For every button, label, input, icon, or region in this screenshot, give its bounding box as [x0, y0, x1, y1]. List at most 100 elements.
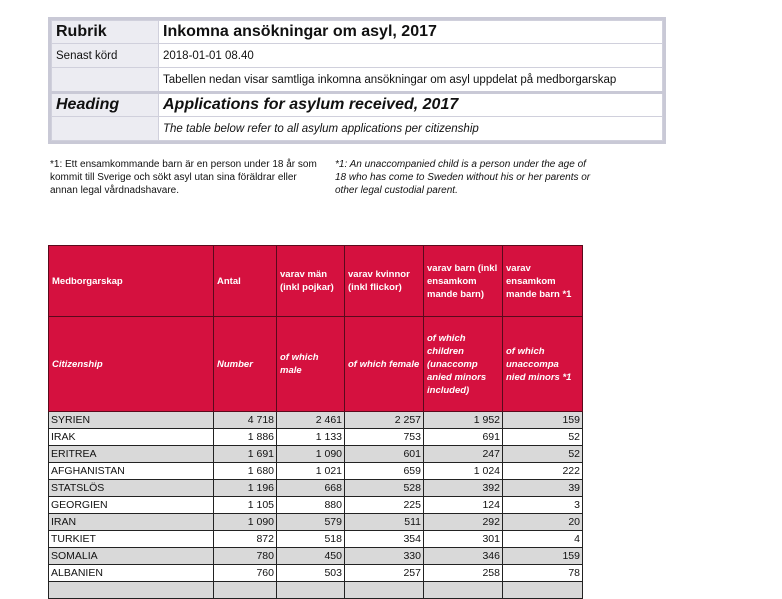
value-cell: 503 — [276, 564, 345, 582]
value-cell: 659 — [344, 462, 424, 480]
country-cell: GEORGIEN — [48, 496, 214, 514]
value-cell: 1 886 — [213, 428, 277, 446]
column-header-sv: varav män (inkl pojkar) — [276, 245, 345, 317]
country-cell: SOMALIA — [48, 547, 214, 565]
description-sv: Tabellen nedan visar samtliga inkomna an… — [158, 67, 663, 93]
empty-cell — [51, 67, 159, 93]
value-cell: 1 090 — [213, 513, 277, 531]
value-cell: 78 — [502, 564, 583, 582]
value-cell: 392 — [423, 479, 503, 497]
country-cell: TURKIET — [48, 530, 214, 548]
empty-cell — [48, 581, 214, 599]
table-row: TURKIET 872 518 354 301 4 — [48, 530, 583, 548]
country-cell: AFGHANISTAN — [48, 462, 214, 480]
value-cell: 1 196 — [213, 479, 277, 497]
table-row: IRAN 1 090 579 511 292 20 — [48, 513, 583, 531]
value-cell: 247 — [423, 445, 503, 463]
column-header-en: of which unaccompa nied minors *1 — [502, 316, 583, 412]
value-cell: 1 680 — [213, 462, 277, 480]
value-cell: 780 — [213, 547, 277, 565]
table-row: STATSLÖS 1 196 668 528 392 39 — [48, 479, 583, 497]
column-header-en: of which female — [344, 316, 424, 412]
value-cell: 4 718 — [213, 411, 277, 429]
value-cell: 3 — [502, 496, 583, 514]
value-cell: 450 — [276, 547, 345, 565]
rubrik-label: Rubrik — [51, 20, 159, 44]
value-cell: 354 — [344, 530, 424, 548]
empty-cell — [276, 581, 345, 599]
value-cell: 1 952 — [423, 411, 503, 429]
value-cell: 222 — [502, 462, 583, 480]
heading-value: Applications for asylum received, 2017 — [158, 91, 663, 117]
rubrik-value: Inkomna ansökningar om asyl, 2017 — [158, 20, 663, 44]
empty-cell — [502, 581, 583, 599]
country-cell: ERITREA — [48, 445, 214, 463]
value-cell: 257 — [344, 564, 424, 582]
value-cell: 39 — [502, 479, 583, 497]
footnote-sv: *1: Ett ensamkommande barn är en person … — [50, 159, 317, 196]
column-header-en: of which male — [276, 316, 345, 412]
value-cell: 159 — [502, 547, 583, 565]
value-cell: 760 — [213, 564, 277, 582]
country-cell: IRAK — [48, 428, 214, 446]
value-cell: 52 — [502, 445, 583, 463]
column-header-sv: Antal — [213, 245, 277, 317]
value-cell: 518 — [276, 530, 345, 548]
metadata-box: Rubrik Inkomna ansökningar om asyl, 2017 … — [48, 17, 666, 144]
column-header-en: Citizenship — [48, 316, 214, 412]
asylum-table: Medborgarskap Antal varav män (inkl pojkar… — [48, 245, 583, 599]
value-cell: 1 024 — [423, 462, 503, 480]
empty-cell — [213, 581, 277, 599]
country-cell: SYRIEN — [48, 411, 214, 429]
value-cell: 2 461 — [276, 411, 345, 429]
empty-cell — [423, 581, 503, 599]
value-cell: 4 — [502, 530, 583, 548]
table-row: SOMALIA 780 450 330 346 159 — [48, 547, 583, 565]
value-cell: 668 — [276, 479, 345, 497]
column-header-sv: varav ensamkom mande barn *1 — [502, 245, 583, 317]
country-cell: STATSLÖS — [48, 479, 214, 497]
senast-kord-value: 2018-01-01 08.40 — [158, 43, 663, 68]
value-cell: 528 — [344, 479, 424, 497]
value-cell: 159 — [502, 411, 583, 429]
value-cell: 579 — [276, 513, 345, 531]
value-cell: 691 — [423, 428, 503, 446]
table-row — [48, 581, 583, 599]
value-cell: 753 — [344, 428, 424, 446]
table-row: GEORGIEN 1 105 880 225 124 3 — [48, 496, 583, 514]
value-cell: 1 090 — [276, 445, 345, 463]
value-cell: 880 — [276, 496, 345, 514]
empty-cell — [344, 581, 424, 599]
table-row: IRAK 1 886 1 133 753 691 52 — [48, 428, 583, 446]
table-row: ERITREA 1 691 1 090 601 247 52 — [48, 445, 583, 463]
heading-label: Heading — [51, 91, 159, 117]
column-header-sv: varav barn (inkl ensamkom mande barn) — [423, 245, 503, 317]
value-cell: 1 133 — [276, 428, 345, 446]
value-cell: 601 — [344, 445, 424, 463]
country-cell: IRAN — [48, 513, 214, 531]
table-row: ALBANIEN 760 503 257 258 78 — [48, 564, 583, 582]
description-en: The table below refer to all asylum appl… — [158, 116, 663, 141]
value-cell: 301 — [423, 530, 503, 548]
value-cell: 20 — [502, 513, 583, 531]
value-cell: 1 021 — [276, 462, 345, 480]
value-cell: 52 — [502, 428, 583, 446]
value-cell: 346 — [423, 547, 503, 565]
value-cell: 511 — [344, 513, 424, 531]
table-row: AFGHANISTAN 1 680 1 021 659 1 024 222 — [48, 462, 583, 480]
value-cell: 225 — [344, 496, 424, 514]
value-cell: 292 — [423, 513, 503, 531]
value-cell: 1 691 — [213, 445, 277, 463]
value-cell: 330 — [344, 547, 424, 565]
column-header-en: of which children (unaccomp anied minors… — [423, 316, 503, 412]
country-cell: ALBANIEN — [48, 564, 214, 582]
value-cell: 1 105 — [213, 496, 277, 514]
empty-cell — [51, 116, 159, 141]
senast-kord-label: Senast körd — [51, 43, 159, 68]
footnote-en: *1: An unaccompanied child is a person u… — [335, 159, 591, 196]
value-cell: 872 — [213, 530, 277, 548]
column-header-en: Number — [213, 316, 277, 412]
column-header-sv: varav kvinnor (inkl flickor) — [344, 245, 424, 317]
value-cell: 2 257 — [344, 411, 424, 429]
value-cell: 124 — [423, 496, 503, 514]
